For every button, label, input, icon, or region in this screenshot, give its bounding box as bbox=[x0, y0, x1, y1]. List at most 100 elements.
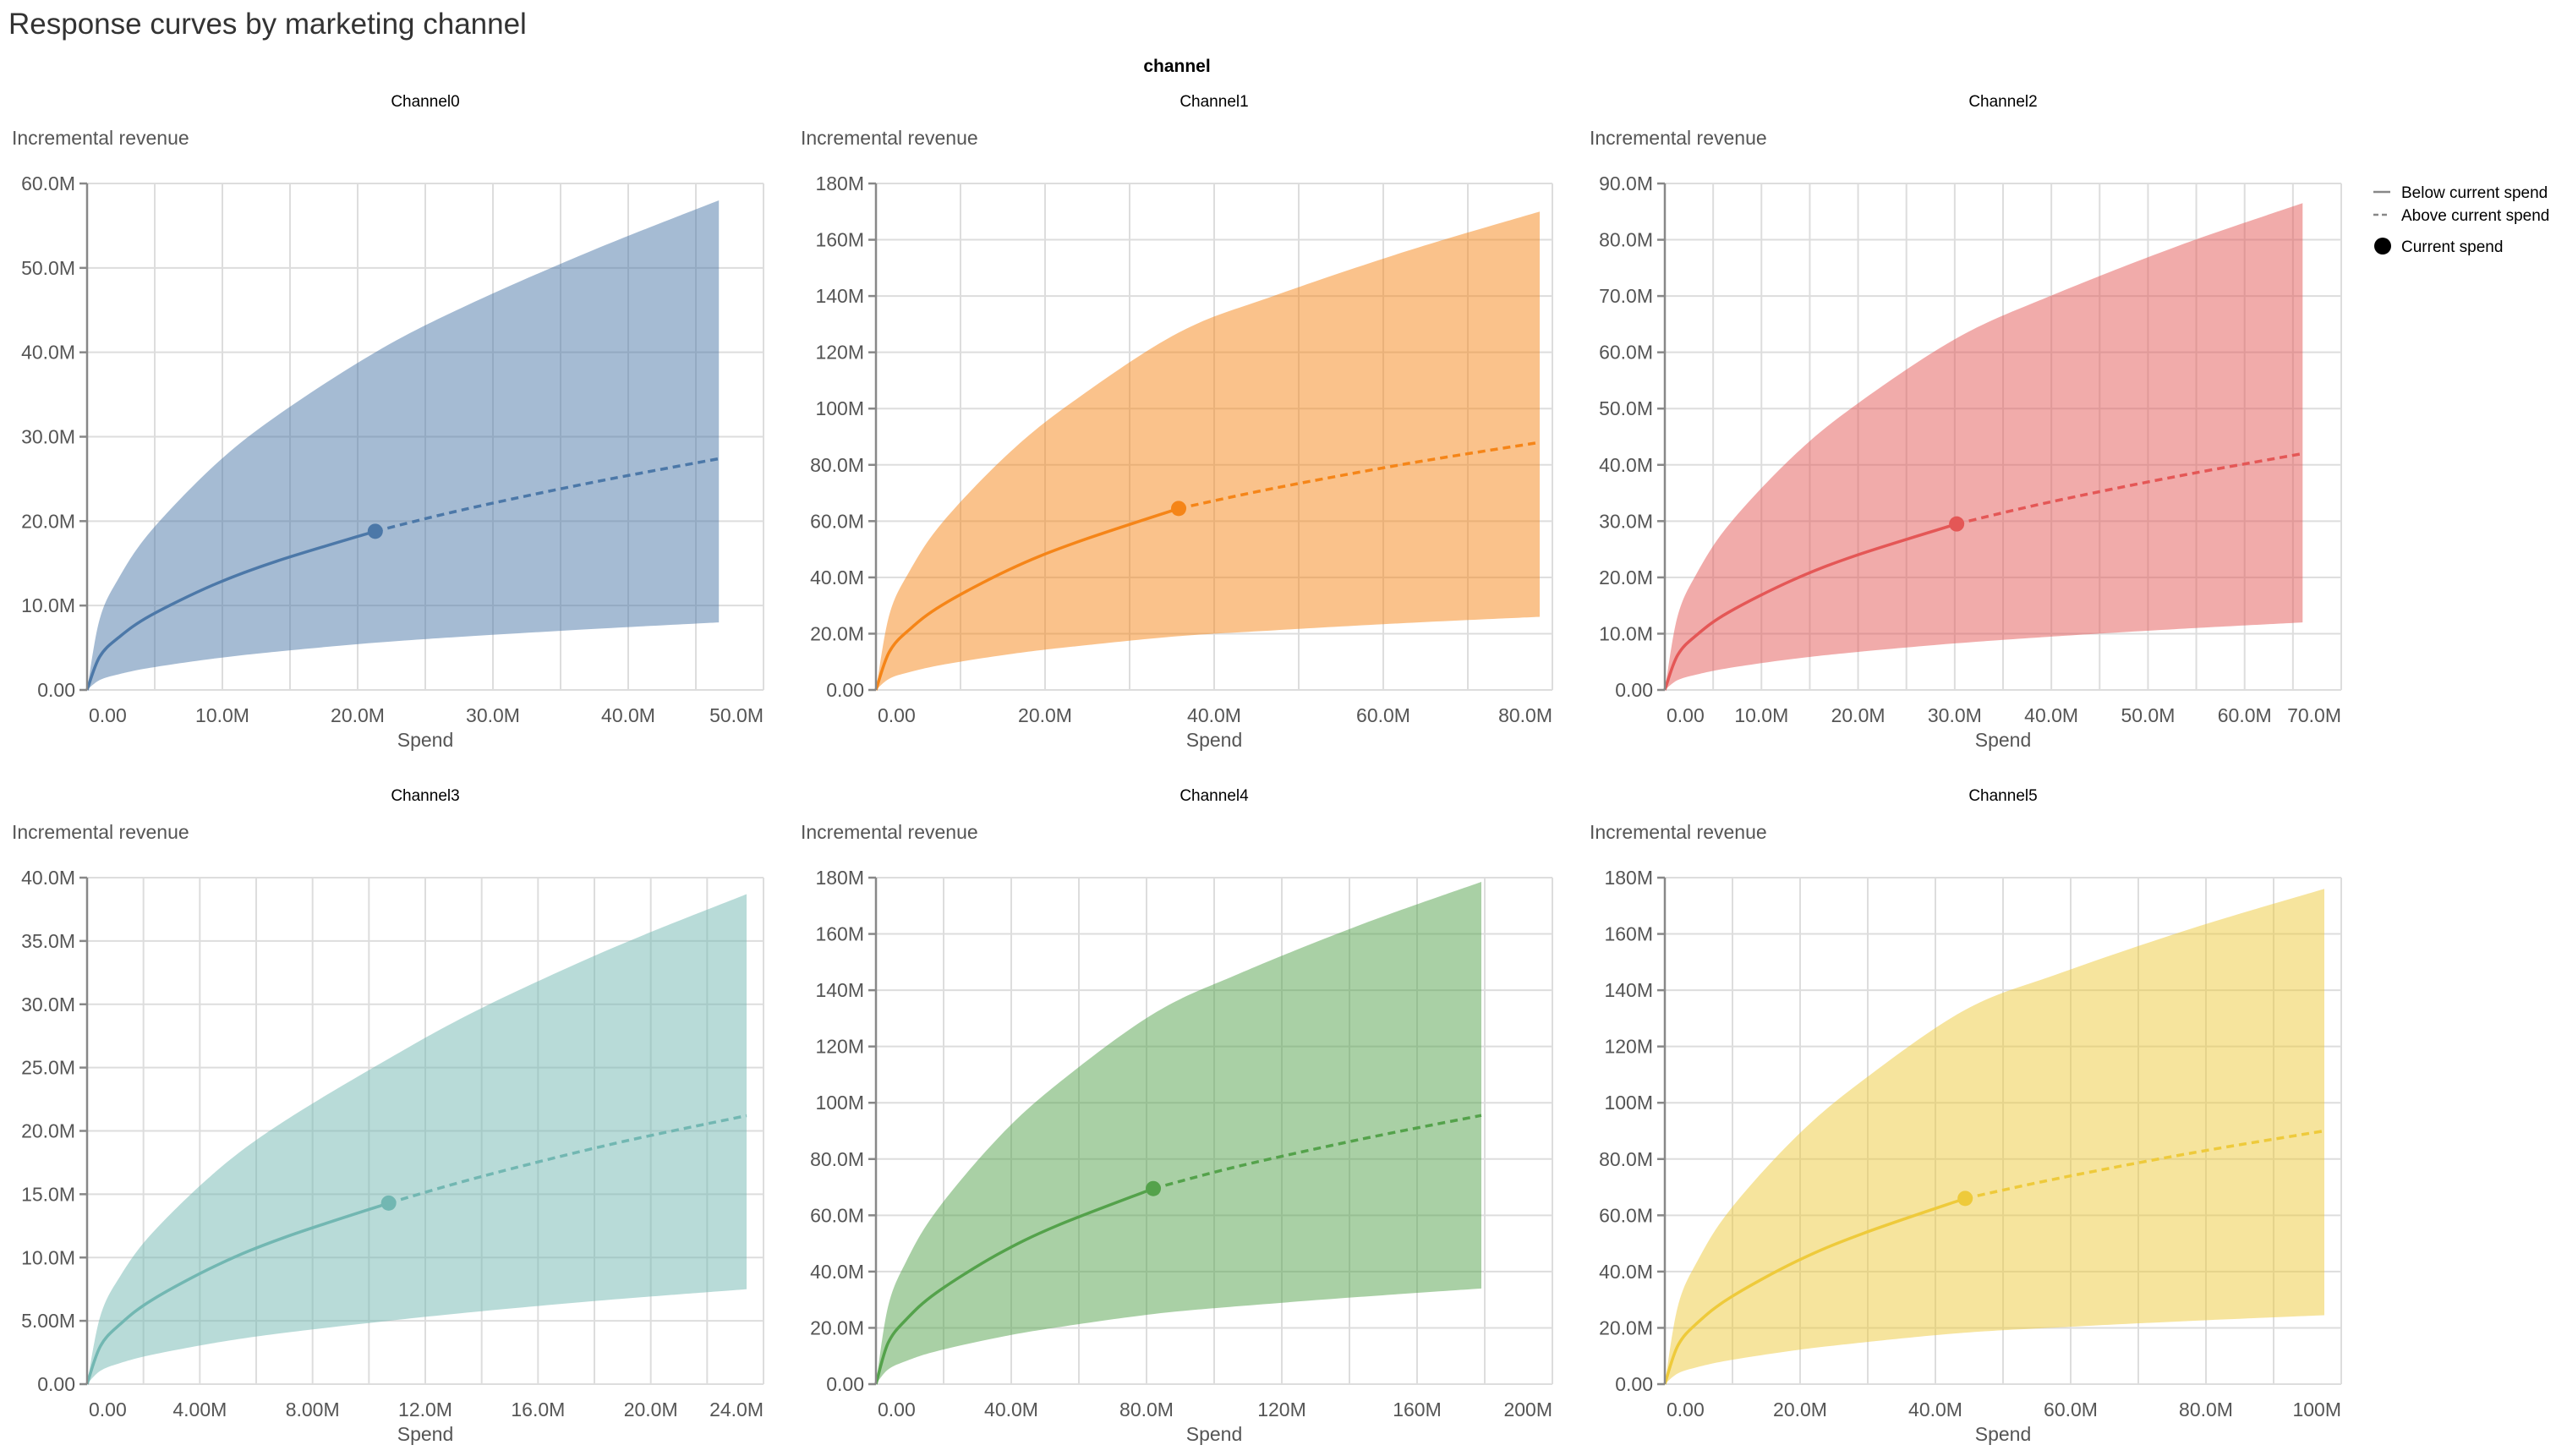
y-tick-label: 15.0M bbox=[21, 1183, 75, 1205]
x-tick-label: 60.0M bbox=[2044, 1399, 2098, 1420]
y-tick-label: 30.0M bbox=[1599, 510, 1653, 532]
y-tick-label: 10.0M bbox=[1599, 622, 1653, 644]
y-tick-label: 120M bbox=[815, 342, 864, 364]
x-tick-label: 20.0M bbox=[1831, 704, 1886, 726]
y-tick-label: 40.0M bbox=[1599, 1261, 1653, 1283]
x-tick-label: 40.0M bbox=[1908, 1399, 1962, 1420]
y-tick-label: 140M bbox=[1604, 979, 1653, 1001]
panel-title: Channel5 bbox=[1968, 787, 2037, 805]
x-tick-label: 0.00 bbox=[878, 1399, 916, 1420]
x-tick-label: 4.00M bbox=[172, 1399, 227, 1420]
x-axis-title: Spend bbox=[1186, 729, 1243, 751]
x-tick-label: 40.0M bbox=[601, 704, 655, 726]
y-tick-label: 160M bbox=[1604, 923, 1653, 945]
x-tick-label: 30.0M bbox=[466, 704, 520, 726]
below-current-spend-line bbox=[85, 529, 376, 691]
legend: Below current spend Above current spend … bbox=[2373, 184, 2549, 256]
legend-circle-icon bbox=[2374, 238, 2391, 255]
y-tick-label: 120M bbox=[815, 1036, 864, 1058]
y-tick-label: 50.0M bbox=[1599, 397, 1653, 419]
legend-label-current: Current spend bbox=[2401, 238, 2503, 256]
y-tick-label: 100M bbox=[1604, 1092, 1653, 1114]
x-tick-label: 20.0M bbox=[1773, 1399, 1827, 1420]
above-current-spend-line bbox=[1956, 452, 2303, 526]
y-tick-label: 40.0M bbox=[810, 567, 864, 588]
x-tick-label: 160M bbox=[1393, 1399, 1442, 1420]
x-tick-label: 16.0M bbox=[511, 1399, 565, 1420]
x-tick-label: 50.0M bbox=[2121, 704, 2175, 726]
y-tick-label: 40.0M bbox=[21, 342, 75, 364]
x-tick-label: 24.0M bbox=[709, 1399, 764, 1420]
panel-channel1: 0.00 20.0M 40.0M 60.0M 80.0M 100M 120M 140M 160M… bbox=[801, 93, 1553, 751]
x-tick-label: 80.0M bbox=[1498, 704, 1552, 726]
credible-interval-band bbox=[876, 882, 1481, 1384]
y-tick-label: 0.00 bbox=[826, 679, 864, 701]
below-current-spend-line bbox=[874, 1187, 1154, 1385]
panel-title: Channel1 bbox=[1180, 93, 1248, 111]
y-tick-label: 60.0M bbox=[21, 172, 75, 194]
y-tick-label: 60.0M bbox=[810, 1204, 864, 1226]
x-tick-label: 80.0M bbox=[1119, 1399, 1174, 1420]
y-tick-label: 60.0M bbox=[810, 510, 864, 532]
current-spend-point bbox=[1171, 501, 1186, 517]
y-tick-label: 80.0M bbox=[810, 454, 864, 476]
panel-channel2: 0.00 10.0M 20.0M 30.0M 40.0M 50.0M 60.0M 70.0M 8… bbox=[1590, 93, 2342, 751]
y-tick-label: 40.0M bbox=[21, 867, 75, 889]
x-tick-label: 10.0M bbox=[1734, 704, 1788, 726]
y-tick-label: 20.0M bbox=[810, 1316, 864, 1338]
y-axis-title: Incremental revenue bbox=[12, 127, 189, 149]
y-tick-label: 90.0M bbox=[1599, 172, 1653, 194]
x-tick-label: 40.0M bbox=[984, 1399, 1038, 1420]
y-tick-label: 160M bbox=[815, 923, 864, 945]
x-tick-label: 60.0M bbox=[1356, 704, 1410, 726]
credible-interval-band bbox=[876, 211, 1540, 691]
x-tick-label: 0.00 bbox=[89, 1399, 127, 1420]
panel-title: Channel4 bbox=[1180, 787, 1249, 805]
y-tick-label: 0.00 bbox=[1615, 1373, 1653, 1395]
x-tick-label: 0.00 bbox=[89, 704, 127, 726]
credible-interval-band bbox=[87, 894, 747, 1384]
y-axis-title: Incremental revenue bbox=[801, 127, 978, 149]
y-tick-label: 70.0M bbox=[1599, 285, 1653, 307]
y-tick-label: 0.00 bbox=[826, 1373, 864, 1395]
above-current-spend-line bbox=[1964, 1129, 2325, 1201]
y-tick-label: 60.0M bbox=[1599, 1204, 1653, 1226]
panel-channel5: 0.00 20.0M 40.0M 60.0M 80.0M 100M 120M 140M 160M… bbox=[1590, 787, 2342, 1445]
current-spend-point bbox=[380, 1195, 397, 1211]
y-tick-label: 25.0M bbox=[21, 1057, 75, 1079]
below-current-spend-line bbox=[874, 506, 1180, 691]
y-tick-label: 30.0M bbox=[21, 993, 75, 1015]
legend-label-below: Below current spend bbox=[2401, 184, 2548, 202]
credible-interval-band bbox=[87, 200, 720, 690]
credible-interval-band bbox=[1665, 203, 2303, 691]
x-tick-label: 0.00 bbox=[1667, 704, 1705, 726]
x-tick-label: 20.0M bbox=[624, 1399, 678, 1420]
y-tick-label: 180M bbox=[815, 867, 864, 889]
x-tick-label: 200M bbox=[1503, 1399, 1552, 1420]
y-tick-label: 0.00 bbox=[37, 1373, 75, 1395]
x-tick-label: 10.0M bbox=[195, 704, 249, 726]
y-tick-label: 160M bbox=[815, 229, 864, 251]
above-current-spend-line bbox=[1152, 1114, 1482, 1191]
x-tick-label: 80.0M bbox=[2179, 1399, 2233, 1420]
x-tick-label: 0.00 bbox=[878, 704, 916, 726]
below-current-spend-line bbox=[1663, 1196, 1966, 1385]
x-tick-label: 100M bbox=[2292, 1399, 2341, 1420]
x-tick-label: 120M bbox=[1257, 1399, 1306, 1420]
y-tick-label: 80.0M bbox=[810, 1148, 864, 1170]
y-tick-label: 100M bbox=[815, 397, 864, 419]
y-tick-label: 40.0M bbox=[1599, 454, 1653, 476]
y-tick-label: 10.0M bbox=[21, 594, 75, 616]
panel-title: Channel0 bbox=[391, 93, 459, 111]
current-spend-point bbox=[1949, 516, 1965, 532]
panel-title: Channel3 bbox=[391, 787, 459, 805]
y-tick-label: 30.0M bbox=[21, 426, 75, 448]
x-tick-label: 40.0M bbox=[1187, 704, 1241, 726]
y-axis-title: Incremental revenue bbox=[1590, 821, 1767, 843]
x-tick-label: 50.0M bbox=[709, 704, 764, 726]
y-tick-label: 0.00 bbox=[37, 679, 75, 701]
x-tick-label: 20.0M bbox=[1018, 704, 1072, 726]
y-tick-label: 50.0M bbox=[21, 257, 75, 279]
y-tick-label: 140M bbox=[815, 285, 864, 307]
